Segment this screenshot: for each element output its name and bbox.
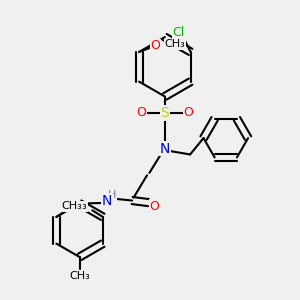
Text: H: H: [108, 190, 116, 200]
Text: CH₃: CH₃: [164, 40, 185, 50]
Text: O: O: [136, 106, 146, 119]
Text: CH₃: CH₃: [61, 202, 82, 212]
Text: O: O: [184, 106, 194, 119]
Text: N: N: [160, 142, 170, 155]
Text: Cl: Cl: [172, 26, 185, 39]
Text: CH₃: CH₃: [69, 271, 90, 281]
Text: O: O: [149, 200, 159, 213]
Text: S: S: [160, 106, 169, 120]
Text: N: N: [102, 194, 112, 208]
Text: CH₃: CH₃: [67, 202, 88, 212]
Text: O: O: [151, 40, 160, 52]
